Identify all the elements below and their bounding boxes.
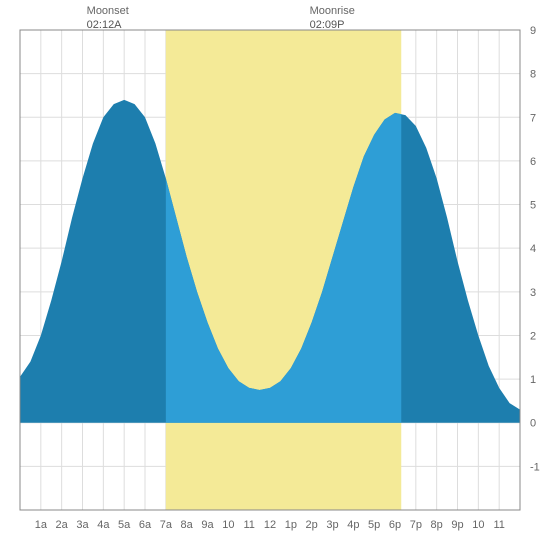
moonset-label: Moonset [87,5,129,17]
y-tick-label: 2 [530,330,536,342]
x-tick-label: 6a [139,519,152,531]
moonrise-annotation: Moonrise 02:09P [310,4,355,33]
x-tick-label: 2a [56,519,69,531]
x-tick-label: 8p [431,519,443,531]
x-tick-label: 2p [306,519,318,531]
x-tick-label: 5p [368,519,380,531]
x-tick-label: 11 [493,519,504,531]
x-tick-label: 4p [347,519,359,531]
x-tick-label: 3a [76,519,89,531]
x-tick-label: 9a [201,519,214,531]
x-tick-label: 11 [243,519,254,531]
y-tick-label: 7 [530,112,536,124]
x-tick-label: 7a [160,519,173,531]
y-tick-label: 4 [530,243,536,255]
y-tick-label: 3 [530,287,536,299]
x-tick-label: 6p [389,519,401,531]
x-tick-label: 12 [264,519,276,531]
x-tick-label: 1p [285,519,297,531]
moonrise-time: 02:09P [310,19,345,31]
x-tick-label: 7p [410,519,422,531]
x-tick-label: 5a [118,519,131,531]
chart-svg: 1a2a3a4a5a6a7a8a9a1011121p2p3p4p5p6p7p8p… [0,0,550,550]
x-tick-label: 10 [472,519,484,531]
y-tick-label: 9 [530,25,536,37]
x-tick-label: 9p [451,519,463,531]
y-tick-label: 1 [530,374,536,386]
moonset-annotation: Moonset 02:12A [87,4,129,33]
tide-chart: Moonset 02:12A Moonrise 02:09P 1a 2a 3a 4a 5… [0,0,550,550]
x-tick-label: 1a [35,519,48,531]
x-tick-label: 10 [222,519,234,531]
y-tick-label: 8 [530,69,536,81]
y-tick-label: -1 [530,461,540,473]
x-tick-label: 8a [181,519,194,531]
moonrise-label: Moonrise [310,5,355,17]
x-tick-label: 3p [326,519,338,531]
moonset-time: 02:12A [87,19,122,31]
x-tick-label: 4a [97,519,110,531]
y-tick-label: 5 [530,200,536,212]
y-tick-label: 0 [530,418,536,430]
y-tick-label: 6 [530,156,536,168]
